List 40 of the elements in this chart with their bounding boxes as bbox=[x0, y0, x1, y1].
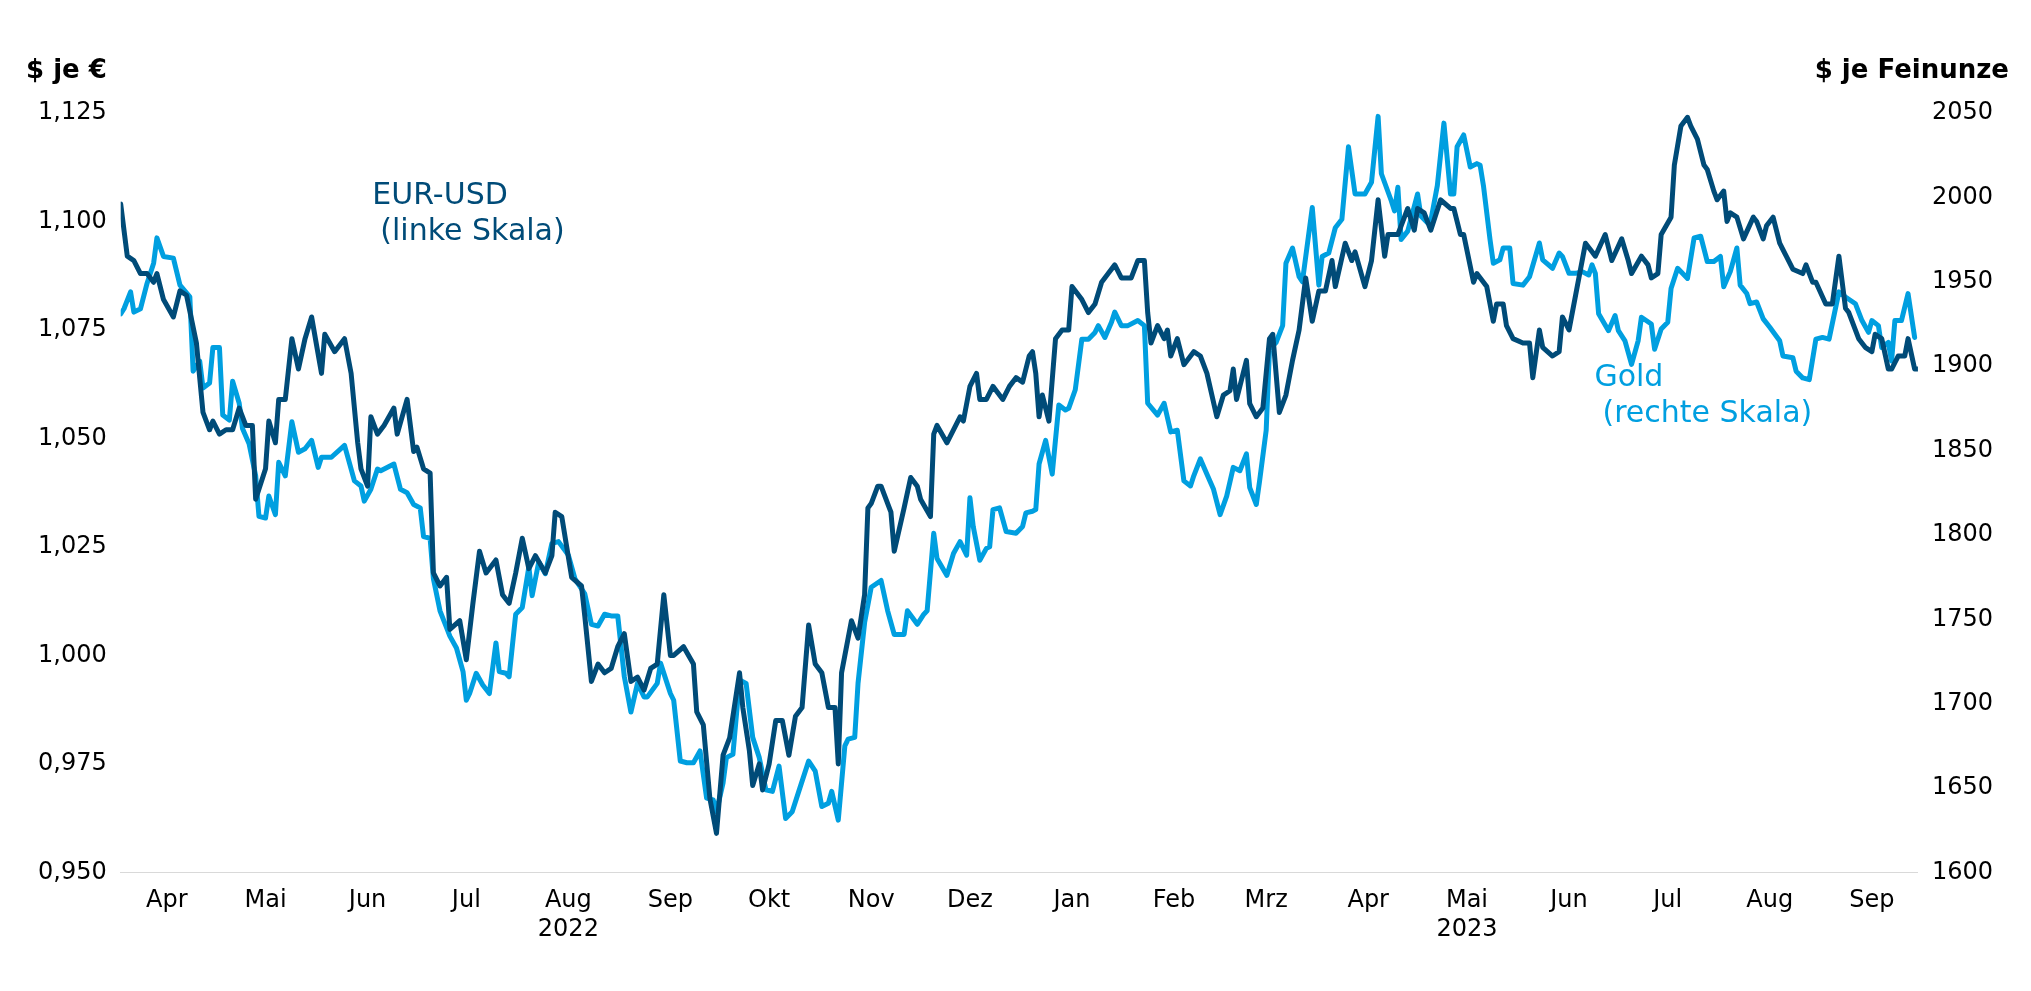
x-tick-label: Mrz bbox=[1244, 885, 1288, 914]
y-tick-label: 1,050 bbox=[37, 422, 107, 451]
y-tick-label: 1,125 bbox=[37, 97, 107, 126]
y2-tick-label: 1800 bbox=[1931, 519, 1993, 548]
x-tick-label: Jul bbox=[1651, 885, 1683, 914]
x-tick-label: Aug bbox=[1746, 885, 1794, 914]
y-axis-title: $ je € bbox=[26, 54, 107, 84]
y2-tick-label: 1750 bbox=[1931, 603, 1993, 632]
x-tick-label: Feb bbox=[1152, 885, 1196, 914]
y-tick-label: 1,000 bbox=[37, 639, 107, 668]
series-label: Gold (rechte Skala) bbox=[1594, 358, 1813, 430]
y-tick-label: 0,975 bbox=[37, 748, 107, 777]
text: EUR-USD (linke Skala) bbox=[372, 176, 565, 248]
x-tick-label: Jun bbox=[1548, 885, 1588, 914]
y2-axis-title: $ je Feinunze bbox=[1814, 54, 2009, 84]
x-tick-label: Nov bbox=[847, 885, 895, 914]
x-tick-label: Dez bbox=[947, 885, 993, 914]
x-tick-label: Apr bbox=[1347, 885, 1390, 914]
y2-tick-label: 1900 bbox=[1931, 350, 1993, 379]
x-tick-label: Jul bbox=[449, 885, 481, 914]
x-tick-label: Jun bbox=[346, 885, 387, 914]
x-tick-label: Sep bbox=[647, 885, 694, 914]
y-tick-label: 0,950 bbox=[37, 856, 107, 885]
y2-tick-label: 2050 bbox=[1931, 97, 1993, 126]
y2-tick-label: 1650 bbox=[1931, 772, 1993, 801]
y2-tick-label: 2000 bbox=[1931, 181, 1993, 210]
x-tick-label: Mai bbox=[244, 885, 287, 914]
y-tick-label: 1,025 bbox=[37, 531, 107, 560]
y-tick-label: 1,075 bbox=[37, 314, 107, 343]
x-tick-label: Aug 2022 bbox=[537, 885, 599, 942]
y2-tick-label: 1850 bbox=[1931, 434, 1993, 463]
x-tick-label: Sep bbox=[1849, 885, 1895, 914]
y2-tick-label: 1700 bbox=[1931, 687, 1993, 716]
x-tick-label: Okt bbox=[748, 885, 791, 914]
x-tick-label: Jan bbox=[1051, 885, 1091, 914]
y2-tick-label: 1950 bbox=[1931, 265, 1993, 294]
x-tick-label: Apr bbox=[146, 885, 188, 914]
y2-tick-label: 1600 bbox=[1931, 856, 1993, 885]
y-tick-label: 1,100 bbox=[37, 205, 107, 234]
x-tick-label: Mai 2023 bbox=[1436, 885, 1498, 942]
